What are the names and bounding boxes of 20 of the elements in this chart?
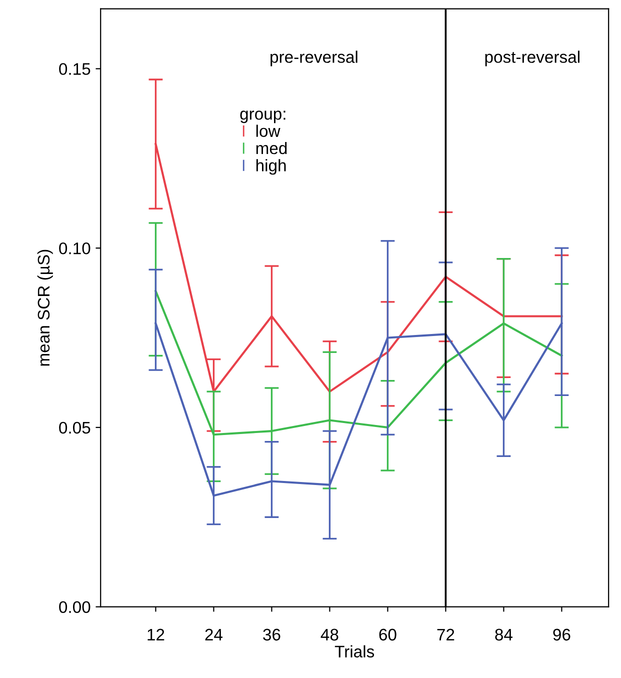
y-tick-label: 0.00 xyxy=(59,601,90,614)
x-tick-label: 36 xyxy=(263,628,280,641)
legend-label: low xyxy=(256,124,280,137)
legend-title: group: xyxy=(240,110,286,124)
y-tick-label: 0.15 xyxy=(59,63,90,75)
annotation: pre-reversal xyxy=(270,50,358,66)
x-tick-label: 60 xyxy=(379,628,396,641)
y-axis-title: mean SCR (µS) xyxy=(37,250,53,366)
x-tick-label: 48 xyxy=(320,628,338,641)
x-tick-label: 84 xyxy=(495,628,512,641)
legend-label: high xyxy=(256,159,286,175)
legend-label: med xyxy=(256,142,287,154)
x-tick-label: 24 xyxy=(205,628,222,640)
y-tick-label: 0.05 xyxy=(59,422,90,434)
y-tick-label: 0.10 xyxy=(59,242,90,254)
x-axis-title: Trials xyxy=(334,645,374,658)
x-tick-label: 96 xyxy=(553,628,570,641)
x-tick-label: 72 xyxy=(437,628,454,640)
x-tick-label: 12 xyxy=(148,628,164,640)
annotation: post-reversal xyxy=(485,50,580,66)
